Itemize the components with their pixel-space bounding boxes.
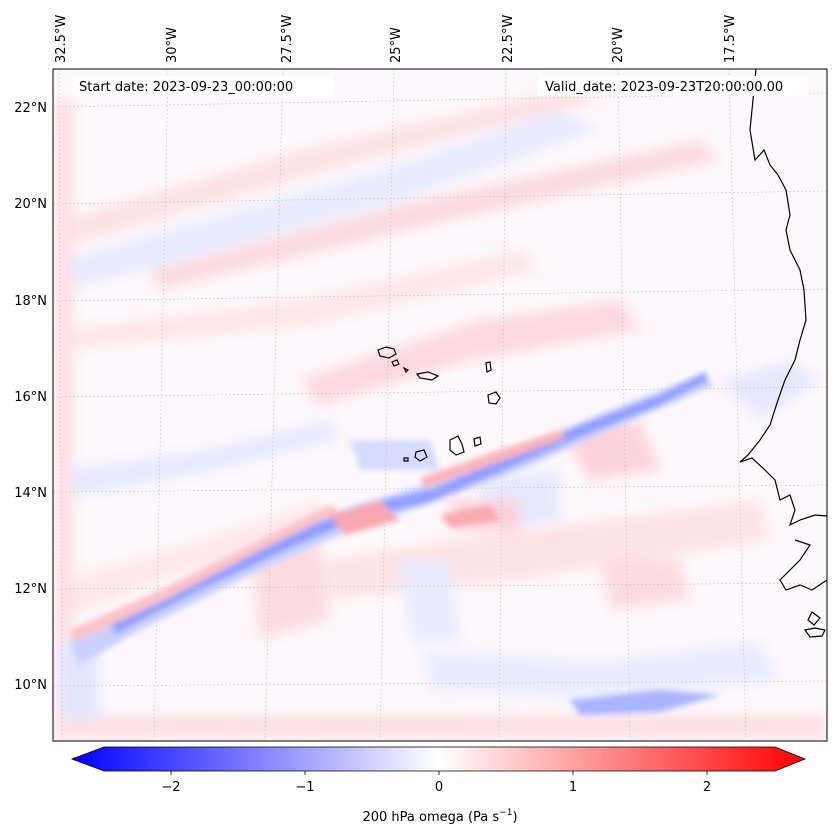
lat-label: 22°N	[14, 101, 47, 116]
longitude-labels: 32.5°W 30°W 27.5°W 25°W 22.5°W 20°W 17.5…	[54, 15, 738, 63]
colorbar-tick-label: 2	[703, 780, 711, 795]
lon-label: 20°W	[611, 27, 626, 63]
lat-label: 18°N	[14, 294, 47, 309]
lon-label: 27.5°W	[280, 15, 295, 63]
latitude-labels: 22°N 20°N 18°N 16°N 14°N 12°N 10°N	[14, 101, 47, 693]
lat-label: 14°N	[14, 486, 47, 501]
colorbar-bar	[70, 746, 807, 772]
colorbar-label: 200 hPa omega (Pa s−1)	[362, 808, 517, 825]
lon-label: 30°W	[165, 27, 180, 63]
colorbar-tick-label: 0	[435, 780, 443, 795]
colorbar-ticks	[170, 771, 708, 775]
cabo-verde-islands	[377, 346, 501, 462]
start-date-label: Start date: 2023-09-23_00:00:00	[79, 80, 293, 95]
omega-field	[53, 69, 827, 741]
lat-label: 10°N	[14, 678, 47, 693]
lat-label: 20°N	[14, 197, 47, 212]
colorbar-tick-label: 1	[569, 780, 577, 795]
map-frame	[52, 68, 828, 742]
colorbar-tick-label: −2	[161, 780, 180, 795]
lon-label: 17.5°W	[723, 15, 738, 63]
lon-label: 25°W	[389, 27, 404, 63]
lat-label: 12°N	[14, 582, 47, 597]
colorbar-tick-label: −1	[295, 780, 314, 795]
lat-label: 16°N	[14, 390, 47, 405]
lon-label: 22.5°W	[501, 15, 516, 63]
coastline	[739, 69, 827, 638]
lon-label: 32.5°W	[54, 15, 69, 63]
valid-date-label: Valid_date: 2023-09-23T20:00:00.00	[545, 80, 783, 95]
colorbar: −2 −1 0 1 2 200 hPa omega (Pa s−1)	[70, 746, 807, 825]
